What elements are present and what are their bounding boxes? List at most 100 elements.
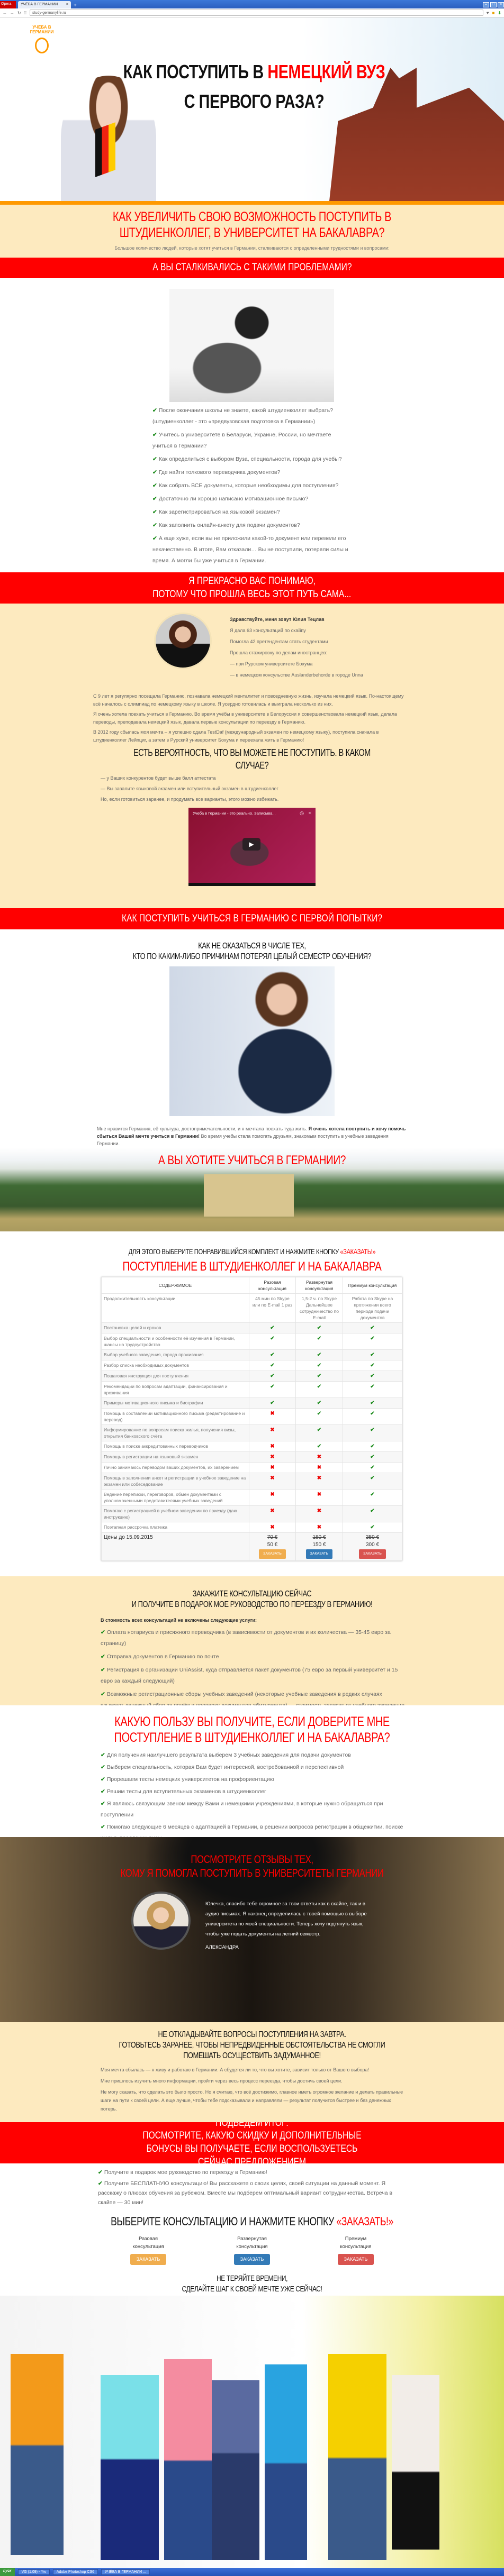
reviewer-avatar (131, 1892, 191, 1950)
about-paragraph: В 2012 году сбылась моя мечта – я успешн… (93, 729, 379, 743)
check-icon: ✔ (101, 1824, 105, 1830)
check-icon: ✔ (152, 432, 157, 438)
new-tab-icon[interactable]: + (74, 3, 77, 8)
excluded-item: ✔ Возможные регистрационные сборы учебных… (101, 1689, 405, 1705)
feature-cell: ✖ (249, 1461, 296, 1473)
forward-icon[interactable]: → (10, 10, 14, 15)
opera-menu-button[interactable]: Opera (0, 1, 16, 8)
bookmark-heart-icon[interactable]: ♥ (486, 10, 489, 15)
table-row: Помощь в заполнении анкет и регистрации … (101, 1472, 402, 1490)
cross-icon: ✖ (270, 1410, 275, 1417)
order-button[interactable]: ЗАКАЗАТЬ (305, 1549, 333, 1559)
feature-cell: ✔ (343, 1521, 402, 1533)
feature-cell: ✔ (343, 1381, 402, 1398)
problems-section: ✔ После окончания школы не знаете, какой … (0, 278, 504, 572)
check-icon: ✔ (317, 1362, 322, 1368)
pricing-table: СОДЕРЖИМОЕ Разовая консультация Разверну… (101, 1276, 402, 1561)
check-icon: ✔ (101, 1788, 105, 1795)
reload-icon[interactable]: ↻ (17, 10, 21, 15)
author-bio: Здравствуйте, меня зовут Юлия Тецлав Я д… (230, 614, 363, 681)
feature-cell: ✔ (343, 1359, 402, 1371)
download-icon[interactable]: ⬇ (498, 10, 501, 15)
check-icon: ✔ (317, 1335, 322, 1341)
feature-cell: ✔ (249, 1397, 296, 1409)
logo[interactable]: УЧЁБА В ГЕРМАНИИ (24, 25, 60, 53)
table-row: Помощь в регистрации на языковый экзамен… (101, 1451, 402, 1463)
video-player[interactable]: Учеба в Германии - это реально. Записыва… (188, 808, 316, 886)
close-window-icon[interactable]: × (498, 2, 504, 7)
problem-item-text: После окончания школы не знаете, какой ш… (152, 407, 334, 425)
check-icon: ✔ (101, 1654, 105, 1660)
table-row: Ведение переписки, переговоров, обмен до… (101, 1488, 402, 1506)
check-icon: ✔ (317, 1383, 322, 1390)
excluded-title: В стоимость всех консультаций не включен… (101, 1618, 257, 1623)
author-fact: Прошла стажировку по делам иностранцев: (230, 650, 328, 655)
check-icon: ✔ (370, 1410, 375, 1417)
delay-title: НЕ ОТКЛАДЫВАЙТЕ ВОПРОСЫ ПОСТУПЛЕНИЯ НА З… (119, 2030, 385, 2060)
duration-cell: 45 мин по Skype или по E-mail 1 раз (249, 1293, 296, 1323)
check-icon: ✔ (101, 1629, 105, 1636)
play-icon[interactable]: ▶ (242, 838, 260, 851)
row-label: Разбор списка необходимых документов (101, 1359, 249, 1371)
address-bar[interactable]: study-germanylife.ru (30, 10, 483, 16)
cross-icon: ✖ (270, 1427, 275, 1433)
logo-text: УЧЁБА В ГЕРМАНИИ (30, 25, 54, 34)
order-button[interactable]: ЗАКАЗАТЬ (259, 1549, 286, 1559)
table-row: Информирование по вопросам поиска жилья,… (101, 1424, 402, 1441)
check-icon: ✔ (370, 1491, 375, 1497)
risk-title: ЕСТЬ ВЕРОЯТНОСТЬ, ЧТО ВЫ МОЖЕТЕ НЕ ПОСТУ… (133, 747, 371, 771)
cross-icon: ✖ (317, 1475, 322, 1481)
summary-band: ПОДВЕДЕМ ИТОГ: ПОСМОТРИТЕ, КАКУЮ СКИДКУ И… (0, 2122, 504, 2163)
close-tab-icon[interactable]: × (66, 3, 68, 6)
taskbar-item[interactable]: VG (1:09) - Yw (17, 2569, 50, 2575)
author-fact: Помогла 42 претендентам стать студентами (230, 639, 328, 644)
stressed-student-image (169, 289, 334, 402)
reviews-section: ПОСМОТРИТЕ ОТЗЫВЫ ТЕХ, КОМУ Я ПОМОГЛА ПОС… (0, 1837, 504, 2022)
minimize-icon[interactable]: – (483, 2, 489, 7)
old-price: 70 € (267, 1534, 278, 1540)
check-icon: ✔ (101, 1667, 105, 1673)
check-icon: ✔ (317, 1443, 322, 1449)
row-label: Помощь в регистрации на языковый экзамен (101, 1451, 249, 1463)
row-label: Помощь в поиске аккредитованных переводч… (101, 1440, 249, 1452)
feature-cell: ✔ (343, 1370, 402, 1382)
check-icon: ✔ (370, 1454, 375, 1460)
pricing-title: ПОСТУПЛЕНИЕ В ШТУДИЕНКОЛЛЕГ И НА БАКАЛАВ… (122, 1259, 382, 1274)
extension-icon[interactable]: ■ (492, 10, 495, 15)
order-button[interactable]: ЗАКАЗАТЬ (338, 2254, 374, 2265)
check-icon: ✔ (370, 1351, 375, 1358)
back-icon[interactable]: ← (3, 10, 7, 15)
share-icon[interactable]: < (308, 810, 311, 816)
start-button[interactable]: пуск (0, 2568, 15, 2576)
feature-cell: ✔ (249, 1322, 296, 1333)
table-row: Постановка целей и сроков ✔ ✔ ✔ (101, 1322, 402, 1333)
row-label: Лично занимаюсь переводом ваших документ… (101, 1461, 249, 1473)
feature-cell: ✔ (249, 1359, 296, 1371)
check-icon: ✔ (317, 1410, 322, 1417)
plan-name: Развернутая консультация (236, 2236, 268, 2250)
problem-item: ✔ Где найти толкового переводчика докумен… (152, 467, 348, 478)
check-icon: ✔ (98, 2169, 103, 2176)
taskbar-item[interactable]: Adobe Photoshop CS6 (52, 2569, 98, 2575)
watch-later-icon[interactable]: ◷ (300, 810, 304, 816)
order-button[interactable]: ЗАКАЗАТЬ (359, 1549, 386, 1559)
check-icon: ✔ (270, 1373, 275, 1379)
order-button[interactable]: ЗАКАЗАТЬ (234, 2254, 270, 2265)
order-button[interactable]: ЗАКАЗАТЬ (130, 2254, 166, 2265)
about-section: Здравствуйте, меня зовут Юлия Тецлав Я д… (0, 604, 504, 908)
row-label: Выбор специальности и особенности её изу… (101, 1332, 249, 1350)
problem-item-text: Где найти толкового переводчика документ… (158, 469, 281, 476)
delay-paragraph: Моя мечта сбылась — я живу и работаю в Г… (101, 2067, 369, 2072)
price-cell: 350 €300 € ЗАКАЗАТЬ (343, 1532, 402, 1561)
row-label: Постановка целей и сроков (101, 1322, 249, 1333)
problems-list: ✔ После окончания школы не знаете, какой … (152, 405, 348, 569)
feature-cell: ✖ (249, 1424, 296, 1441)
maximize-icon[interactable]: □ (490, 2, 497, 7)
column-header: Развернутая консультация (295, 1276, 343, 1294)
order-section: ЗАКАЖИТЕ КОНСУЛЬТАЦИЮ СЕЙЧАС И ПОЛУЧИТЕ В… (0, 1576, 504, 1705)
taskbar-item[interactable]: УЧЁБА В ГЕРМАНИИ ... (101, 2569, 150, 2575)
browser-tab[interactable]: УЧЁБА В ГЕРМАНИИ × (18, 1, 71, 8)
speed-dial-icon[interactable]: ⁞⁞ (24, 10, 27, 15)
delay-paragraph: Не могу сказать, что сделать это было пр… (101, 2089, 403, 2112)
risk-item: — у Ваших конкурентов будет выше балл ат… (101, 775, 216, 781)
